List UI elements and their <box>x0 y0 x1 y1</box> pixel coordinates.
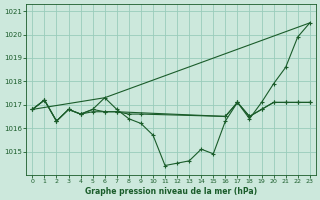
X-axis label: Graphe pression niveau de la mer (hPa): Graphe pression niveau de la mer (hPa) <box>85 187 257 196</box>
